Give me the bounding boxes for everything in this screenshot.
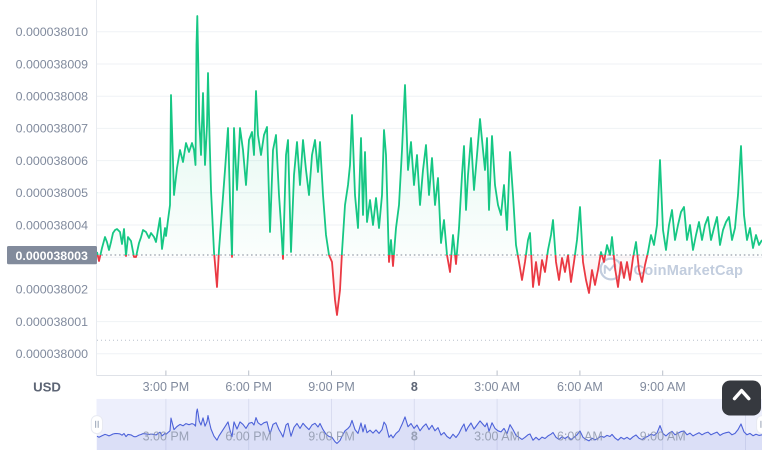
svg-text:0.000038008: 0.000038008	[16, 90, 88, 104]
svg-text:0.000038003: 0.000038003	[16, 249, 88, 263]
svg-text:0.000038004: 0.000038004	[16, 218, 88, 232]
svg-text:3:00 PM: 3:00 PM	[143, 430, 190, 444]
svg-text:6:00 PM: 6:00 PM	[225, 430, 272, 444]
svg-text:9:00 PM: 9:00 PM	[308, 380, 355, 394]
svg-text:0.000038009: 0.000038009	[16, 57, 88, 71]
svg-text:8: 8	[411, 380, 418, 394]
svg-text:8: 8	[411, 430, 418, 444]
svg-text:9:00 PM: 9:00 PM	[308, 430, 355, 444]
svg-text:0.000038007: 0.000038007	[16, 122, 88, 136]
svg-text:USD: USD	[33, 380, 61, 395]
svg-text:0.000038006: 0.000038006	[16, 154, 88, 168]
svg-text:3:00 AM: 3:00 AM	[474, 430, 520, 444]
svg-text:0.000038002: 0.000038002	[16, 283, 88, 297]
svg-text:0.000038000: 0.000038000	[16, 347, 88, 361]
svg-text:0.000038010: 0.000038010	[16, 25, 88, 39]
svg-text:6:00 PM: 6:00 PM	[225, 380, 272, 394]
svg-text:9:00 AM: 9:00 AM	[640, 430, 686, 444]
svg-text:CoinMarketCap: CoinMarketCap	[634, 263, 744, 279]
svg-text:0.000038001: 0.000038001	[16, 315, 88, 329]
svg-text:6:00 AM: 6:00 AM	[557, 380, 603, 394]
svg-text:9:00 AM: 9:00 AM	[640, 380, 686, 394]
svg-text:6:00 AM: 6:00 AM	[557, 430, 603, 444]
svg-text:3:00 AM: 3:00 AM	[474, 380, 520, 394]
svg-text:3:00 PM: 3:00 PM	[143, 380, 190, 394]
svg-text:0.000038005: 0.000038005	[16, 186, 88, 200]
